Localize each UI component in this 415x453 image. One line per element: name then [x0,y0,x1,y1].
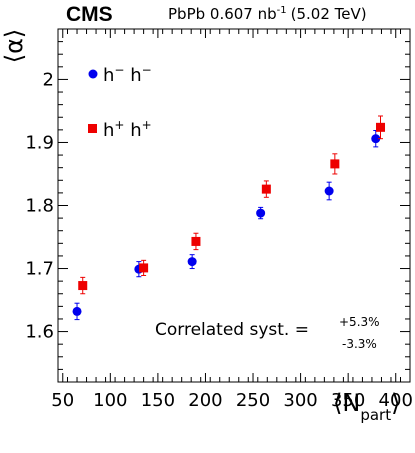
data-point-hminus [72,302,82,321]
x-tick-label: 50 [51,390,74,411]
x-axis-label-subscript: part [360,406,391,424]
systematics-note: Correlated syst. = +5.3% -3.3% [155,315,380,351]
data-point-hplus [261,180,271,198]
axis-ticks: 50 100 150 200 250 300 350 400 1.6 1.7 1.8 1.9 2 [25,28,413,411]
legend-marker-hminus [88,69,98,79]
legend-label-hplus: h+ h+ [103,118,152,141]
data-point-hminus [187,254,197,270]
lumi-label: PbPb 0.607 nb [168,5,277,23]
marker-circle [371,134,381,144]
x-axis-label: ⟨Npart⟩ [333,389,400,424]
x-axis-label-close: ⟩ [391,389,400,417]
x-tick-label: 200 [188,390,222,411]
x-tick-label: 400 [379,390,413,411]
y-axis-label: ⟨α⟩ [0,29,28,64]
data-point-hminus [324,181,334,201]
y-tick-label: 1.9 [25,132,54,153]
systematics-label: Correlated syst. = [155,320,309,340]
marker-square [139,263,149,273]
x-tick-label: 250 [236,390,270,411]
experiment-label: CMS [66,3,113,26]
x-tick-label: 350 [331,390,365,411]
data-point-hplus [191,232,201,251]
legend-marker-hplus [88,124,97,133]
x-tick-label: 150 [141,390,175,411]
x-tick-label: 100 [93,390,127,411]
x-axis-label-main: ⟨N [333,389,360,417]
data-point-hminus [256,206,266,220]
marker-square [330,159,340,169]
lumi-exponent: -1 [277,5,287,16]
marker-square [78,281,88,291]
y-tick-label: 2 [43,69,54,90]
y-tick-label: 1.8 [25,196,54,217]
lumi-energy-label: PbPb 0.607 nb-1 (5.02 TeV) [168,5,367,23]
marker-square [191,236,201,246]
marker-square [261,184,271,194]
data-point-hplus [139,259,149,276]
marker-circle [187,257,197,267]
marker-square [376,122,386,132]
data-point-hplus [376,115,386,140]
data-points [72,115,386,321]
systematics-upper: +5.3% [339,315,380,329]
y-tick-label: 1.7 [25,259,54,280]
x-tick-label: 300 [283,390,317,411]
marker-circle [324,186,334,196]
y-tick-label: 1.6 [25,322,54,343]
legend-label-hminus: h− h− [103,63,152,86]
systematics-lower: -3.3% [342,337,377,351]
energy-label: (5.02 TeV) [291,5,367,23]
marker-circle [72,306,82,316]
marker-circle [256,208,266,218]
data-point-hplus [330,153,340,175]
data-point-hplus [78,276,88,295]
legend: h− h− h+ h+ [88,63,152,141]
